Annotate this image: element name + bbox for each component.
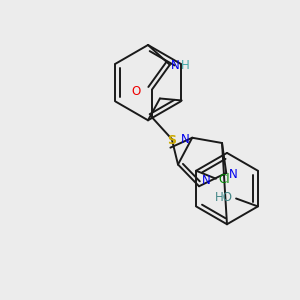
Text: N: N <box>202 174 211 187</box>
Text: H: H <box>181 59 190 72</box>
Text: N: N <box>181 133 189 146</box>
Text: Cl: Cl <box>218 173 230 186</box>
Text: O: O <box>131 85 141 98</box>
Text: N: N <box>171 59 180 72</box>
Text: N: N <box>229 169 238 182</box>
Text: S: S <box>167 134 176 147</box>
Text: HO: HO <box>215 191 233 204</box>
